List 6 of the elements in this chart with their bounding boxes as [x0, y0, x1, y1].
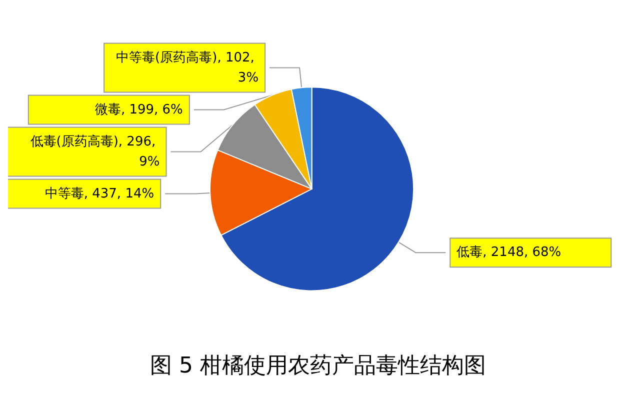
slice-label: 中等毒, 437, 14% — [44, 186, 154, 202]
slice-label: 微毒, 199, 6% — [94, 102, 183, 118]
slice-label: 中等毒(原药高毒), 102, 3% — [116, 49, 259, 86]
caption: 图 5 柑橘使用农药产品毒性结构图 — [150, 354, 486, 378]
slice-label: 低毒, 2148, 68% — [456, 245, 562, 260]
slice-label: 低毒(原药高毒), 296, 9% — [30, 133, 160, 170]
